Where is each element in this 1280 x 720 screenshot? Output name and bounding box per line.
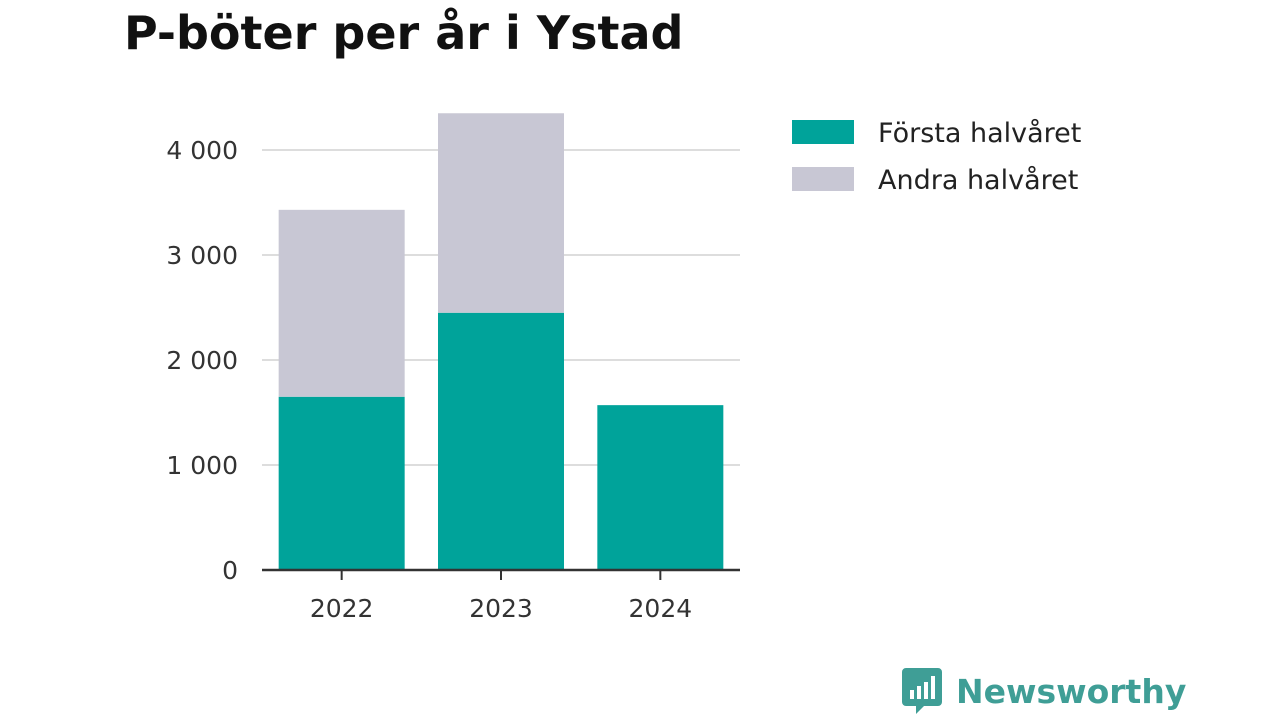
- y-tick-label: 1 000: [166, 451, 238, 480]
- axes: 0 1 000 2 000 3 000 4 000 2022 2023 2024: [166, 136, 740, 623]
- y-tick-label: 4 000: [166, 136, 238, 165]
- legend: Första halvåret Andra halvåret: [792, 118, 1081, 196]
- brand-logo: Newsworthy: [902, 668, 1186, 714]
- legend-label: Första halvåret: [878, 118, 1081, 149]
- legend-swatch: [792, 120, 854, 144]
- bar-2023-series-0: [438, 312, 564, 570]
- bar-2023-series-1: [438, 113, 564, 313]
- newsworthy-logo-icon: [902, 668, 942, 714]
- x-tick-label: 2022: [310, 594, 374, 623]
- y-tick-label: 2 000: [166, 346, 238, 375]
- bar-2024-series-0: [597, 405, 724, 570]
- bar-2022-series-1: [278, 209, 405, 397]
- y-tick-label: 3 000: [166, 241, 238, 270]
- bar-2022-series-0: [278, 396, 405, 570]
- bars: [278, 113, 724, 570]
- x-tick-label: 2023: [469, 594, 533, 623]
- y-tick-label: 0: [222, 556, 238, 585]
- legend-swatch: [792, 167, 854, 191]
- x-tick-label: 2024: [629, 594, 693, 623]
- brand-name: Newsworthy: [956, 671, 1187, 711]
- legend-label: Andra halvåret: [878, 165, 1078, 196]
- chart-title: P-böter per år i Ystad: [124, 6, 684, 60]
